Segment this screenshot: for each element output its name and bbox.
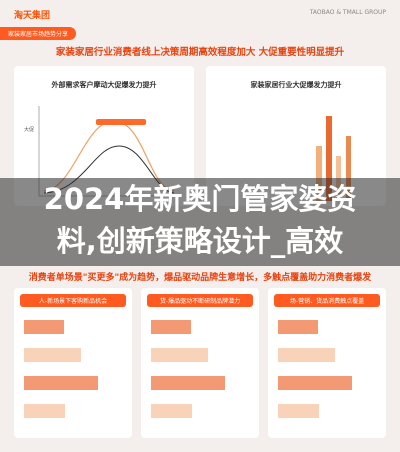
panel-title: 场-营销、货品消费触点覆盖 — [274, 294, 380, 307]
panel-title: 人-新场景下客购新品机会 — [20, 294, 126, 307]
decor-block — [278, 376, 352, 390]
decor-block — [24, 320, 64, 334]
overlay-line: 2024年新奥门管家婆资 — [43, 182, 357, 216]
brand: 淘天集团 — [14, 11, 51, 21]
brand-en: TAOBAO & TMALL GROUP — [309, 9, 386, 16]
decor-block — [278, 404, 319, 418]
panel-title: 货-爆品驱动不断研制品牌潜力 — [147, 294, 253, 307]
overlay-line: 料,创新策略设计_高效 — [56, 224, 344, 258]
overlay-title: 2024年新奥门管家婆资 料,创新策略设计_高效 — [0, 178, 400, 266]
decor-block — [278, 320, 318, 334]
decor-block — [151, 348, 208, 362]
tag: 家装家居市场趋势分享 — [0, 27, 77, 40]
panel-title: 家装家居行业大促爆发力提升 — [250, 81, 342, 89]
headline: 家装家居行业消费者线上决策周期高效程度加大 大促重要性明显提升 — [55, 47, 345, 58]
decor-block — [151, 320, 191, 334]
decor-block — [24, 348, 81, 362]
decor-block — [151, 376, 225, 390]
decor-block — [151, 404, 192, 418]
decor-block — [278, 348, 335, 362]
panel-title: 外部需求客户摩动大促爆发力提升 — [51, 81, 157, 89]
bottom-headline: 消费者单场景"买更多"成为趋势，爆品驱动品牌生意增长，多触点覆盖助力消费者爆发 — [28, 273, 372, 283]
decor-block — [24, 404, 65, 418]
axis-label: 大促 — [24, 127, 35, 133]
decor-block — [24, 376, 98, 390]
